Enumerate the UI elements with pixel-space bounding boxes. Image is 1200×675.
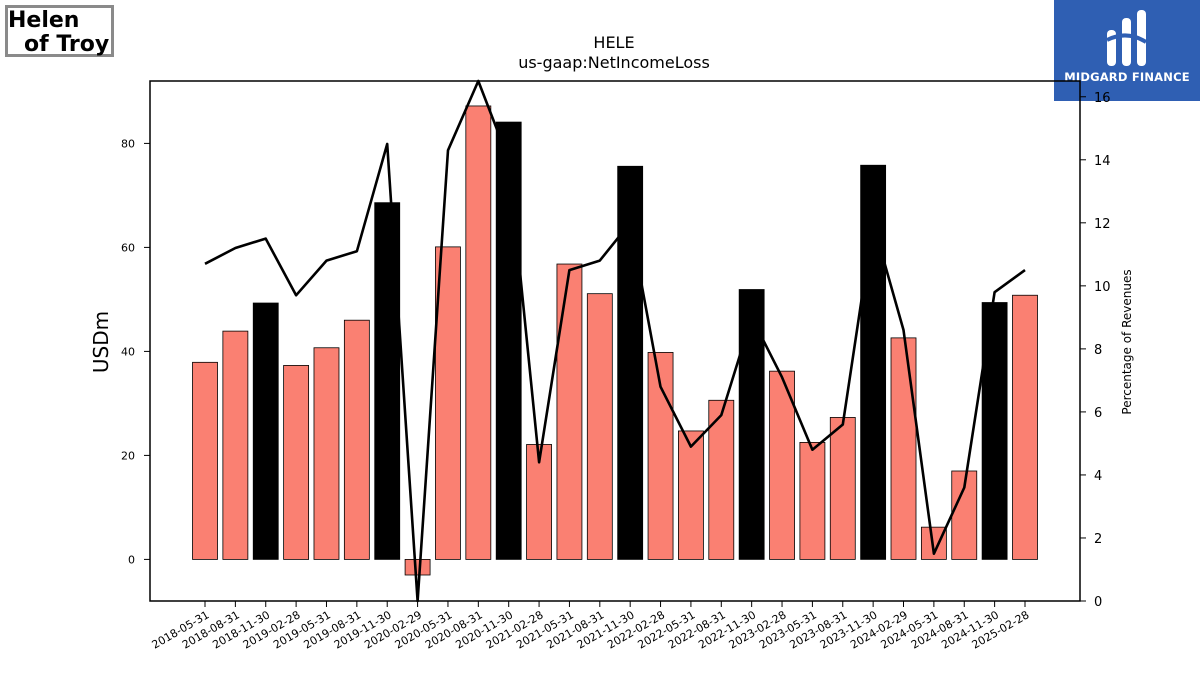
y2-axis-label: Percentage of Revenues	[1120, 269, 1134, 414]
y2-tick-label: 2	[1094, 532, 1102, 547]
bar-2021-02-28	[526, 444, 552, 560]
bar-2022-05-31	[678, 430, 704, 560]
bar-2018-05-31	[192, 361, 218, 560]
bar-2022-11-30	[738, 289, 765, 560]
bar-2020-11-30	[495, 121, 522, 560]
bar-2020-08-31	[465, 105, 492, 560]
percentage-of-revenues-line	[204, 79, 1026, 603]
bar-2021-08-31	[586, 293, 613, 560]
bar-2020-05-31	[435, 246, 461, 560]
chart-title: HELE	[593, 33, 634, 52]
y2-tick-label: 4	[1094, 469, 1102, 484]
logo-line-1: Helen	[8, 8, 80, 33]
bar-2018-08-31	[222, 330, 249, 560]
y2-tick-label: 14	[1094, 154, 1111, 169]
chart-subtitle: us-gaap:NetIncomeLoss	[518, 53, 710, 72]
bar-2023-08-31	[829, 417, 856, 560]
y2-tick-label: 16	[1094, 91, 1111, 106]
logo-line-2: of Troy	[24, 32, 110, 57]
bar-2019-11-30	[374, 202, 401, 560]
bar-2019-08-31	[343, 319, 370, 560]
y2-tick-label: 10	[1094, 280, 1111, 295]
y-tick-label: 80	[121, 137, 135, 150]
y-tick-label: 20	[121, 449, 135, 462]
y-tick-label: 40	[121, 345, 135, 358]
y-tick-label: 60	[121, 241, 135, 254]
helen-of-troy-logo: Helen of Troy	[5, 5, 114, 57]
bar-2022-08-31	[708, 399, 735, 560]
plot-frame	[149, 80, 1081, 602]
bar-2019-05-31	[313, 347, 340, 560]
y2-tick-label: 8	[1094, 343, 1102, 358]
bar-2025-02-28	[1012, 294, 1038, 560]
y2-tick-label: 12	[1094, 217, 1111, 232]
y2-tick-label: 6	[1094, 406, 1102, 421]
midgard-mark-icon	[1106, 10, 1148, 66]
bar-2024-02-29	[890, 337, 917, 560]
midgard-finance-logo: MIDGARD FINANCE	[1054, 0, 1200, 101]
y-axis-label: USDm	[89, 311, 113, 373]
midgard-finance-name: MIDGARD FINANCE	[1064, 70, 1190, 84]
bar-2023-05-31	[799, 441, 826, 560]
bar-2020-02-29	[404, 559, 431, 576]
bar-2021-05-31	[556, 263, 583, 560]
y2-tick-label: 0	[1094, 595, 1102, 610]
bar-2023-02-28	[769, 370, 795, 560]
bar-2019-02-28	[283, 365, 310, 560]
bar-2018-11-30	[252, 302, 279, 560]
y-tick-label: 0	[128, 553, 135, 566]
